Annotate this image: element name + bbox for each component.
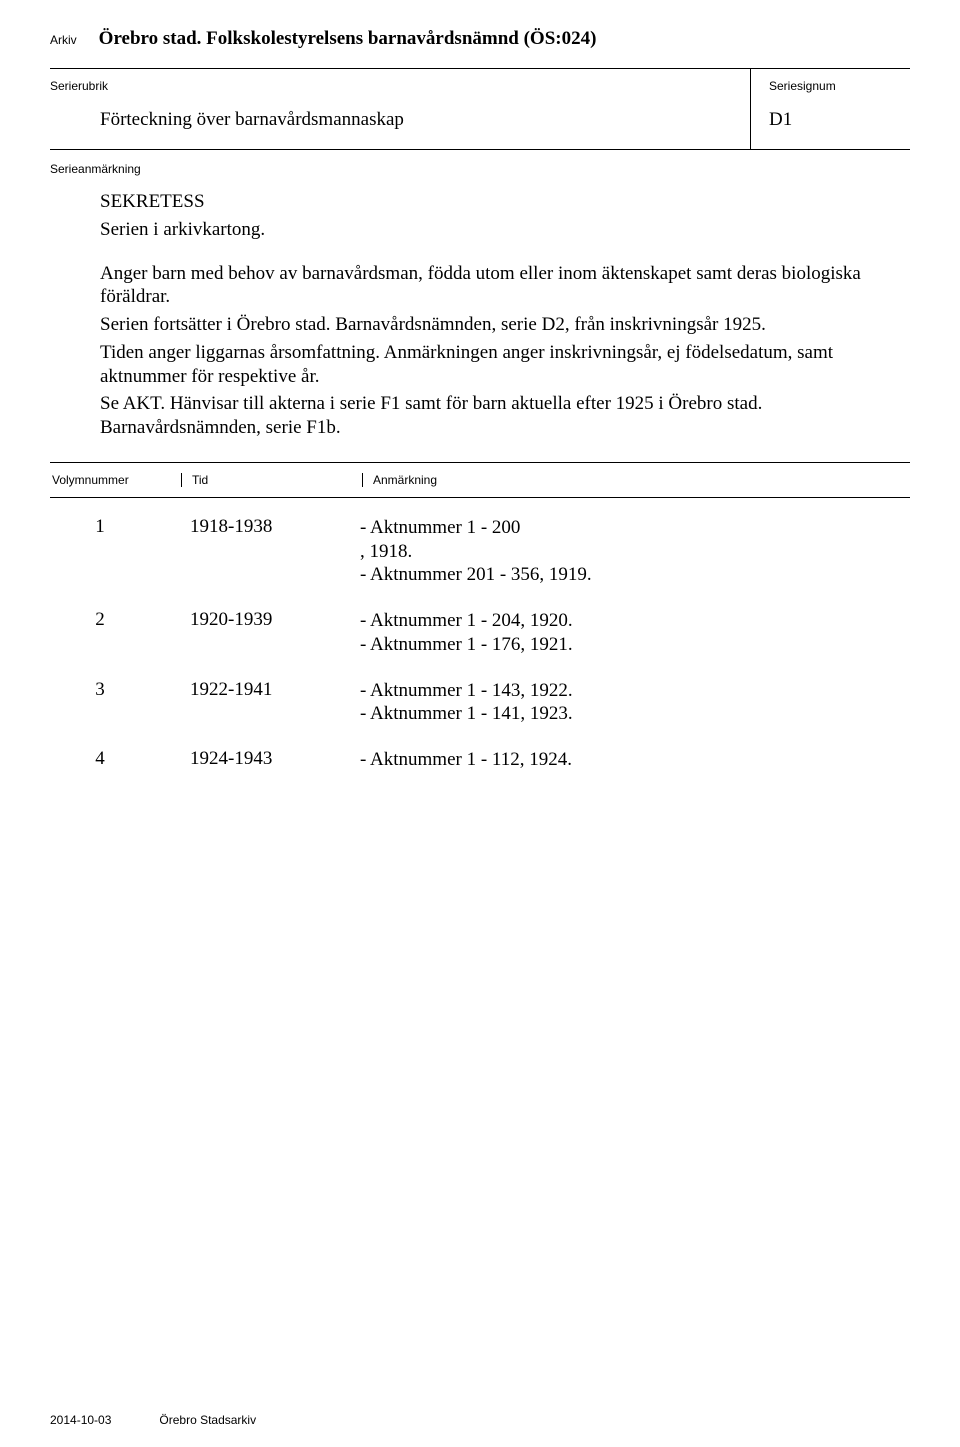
- series-left: Serierubrik Förteckning över barnavårdsm…: [50, 69, 750, 149]
- note-body: SEKRETESS Serien i arkivkartong. Anger b…: [100, 190, 910, 440]
- anm-line: - Aktnummer 1 - 143, 1922.: [360, 679, 910, 703]
- cell-vol: 3: [50, 679, 180, 727]
- header-row: Arkiv Örebro stad. Folkskolestyrelsens b…: [50, 28, 910, 69]
- anm-line: - Aktnummer 201 - 356, 1919.: [360, 563, 910, 587]
- note-para-2c: Tiden anger liggarnas årsomfattning. Anm…: [100, 341, 910, 389]
- archive-title: Örebro stad. Folkskolestyrelsens barnavå…: [99, 28, 597, 50]
- cell-anm: - Aktnummer 1 - 143, 1922. - Aktnummer 1…: [350, 679, 910, 727]
- note-para-2b: Serien fortsätter i Örebro stad. Barnavå…: [100, 313, 910, 337]
- anm-line: - Aktnummer 1 - 176, 1921.: [360, 633, 910, 657]
- note-block: Serieanmärkning SEKRETESS Serien i arkiv…: [50, 150, 910, 463]
- note-para-2a: Anger barn med behov av barnavårdsman, f…: [100, 262, 910, 310]
- cell-tid: 1918-1938: [180, 516, 350, 587]
- cell-tid: 1922-1941: [180, 679, 350, 727]
- table-row: 1 1918-1938 - Aktnummer 1 - 200 , 1918. …: [50, 516, 910, 587]
- note-line-1: SEKRETESS: [100, 190, 910, 214]
- seriesignum-label: Seriesignum: [769, 79, 910, 93]
- footer-date: 2014-10-03: [50, 1413, 111, 1427]
- cell-anm: - Aktnummer 1 - 200 , 1918. - Aktnummer …: [350, 516, 910, 587]
- footer: 2014-10-03 Örebro Stadsarkiv: [50, 1413, 256, 1427]
- cell-anm: - Aktnummer 1 - 204, 1920. - Aktnummer 1…: [350, 609, 910, 657]
- table-body: 1 1918-1938 - Aktnummer 1 - 200 , 1918. …: [50, 498, 910, 772]
- col-header-anmarkning: Anmärkning: [362, 473, 910, 487]
- cell-tid: 1920-1939: [180, 609, 350, 657]
- archive-line: Arkiv Örebro stad. Folkskolestyrelsens b…: [50, 28, 910, 50]
- arkiv-label: Arkiv: [50, 33, 77, 47]
- anm-line: - Aktnummer 1 - 141, 1923.: [360, 702, 910, 726]
- footer-source: Örebro Stadsarkiv: [159, 1413, 256, 1427]
- page: Arkiv Örebro stad. Folkskolestyrelsens b…: [0, 0, 960, 1447]
- cell-vol: 4: [50, 748, 180, 772]
- note-para-2d: Se AKT. Hänvisar till akterna i serie F1…: [100, 392, 910, 440]
- anm-line: , 1918.: [360, 540, 910, 564]
- anm-line: - Aktnummer 1 - 112, 1924.: [360, 748, 910, 772]
- table-header: Volymnummer Tid Anmärkning: [50, 463, 910, 498]
- table-row: 2 1920-1939 - Aktnummer 1 - 204, 1920. -…: [50, 609, 910, 657]
- seriesignum-value: D1: [769, 109, 910, 131]
- serieanmarkning-label: Serieanmärkning: [50, 162, 910, 176]
- note-line-2: Serien i arkivkartong.: [100, 218, 910, 242]
- table-row: 4 1924-1943 - Aktnummer 1 - 112, 1924.: [50, 748, 910, 772]
- col-header-tid: Tid: [181, 473, 362, 487]
- anm-line: - Aktnummer 1 - 200: [360, 516, 910, 540]
- anm-line: - Aktnummer 1 - 204, 1920.: [360, 609, 910, 633]
- serierubrik-label: Serierubrik: [50, 79, 750, 93]
- cell-vol: 1: [50, 516, 180, 587]
- cell-vol: 2: [50, 609, 180, 657]
- table-row: 3 1922-1941 - Aktnummer 1 - 143, 1922. -…: [50, 679, 910, 727]
- cell-tid: 1924-1943: [180, 748, 350, 772]
- serierubrik-value: Förteckning över barnavårdsmannaskap: [100, 109, 750, 131]
- series-row: Serierubrik Förteckning över barnavårdsm…: [50, 69, 910, 150]
- series-right: Seriesignum D1: [750, 69, 910, 149]
- cell-anm: - Aktnummer 1 - 112, 1924.: [350, 748, 910, 772]
- col-header-volymnummer: Volymnummer: [50, 473, 182, 487]
